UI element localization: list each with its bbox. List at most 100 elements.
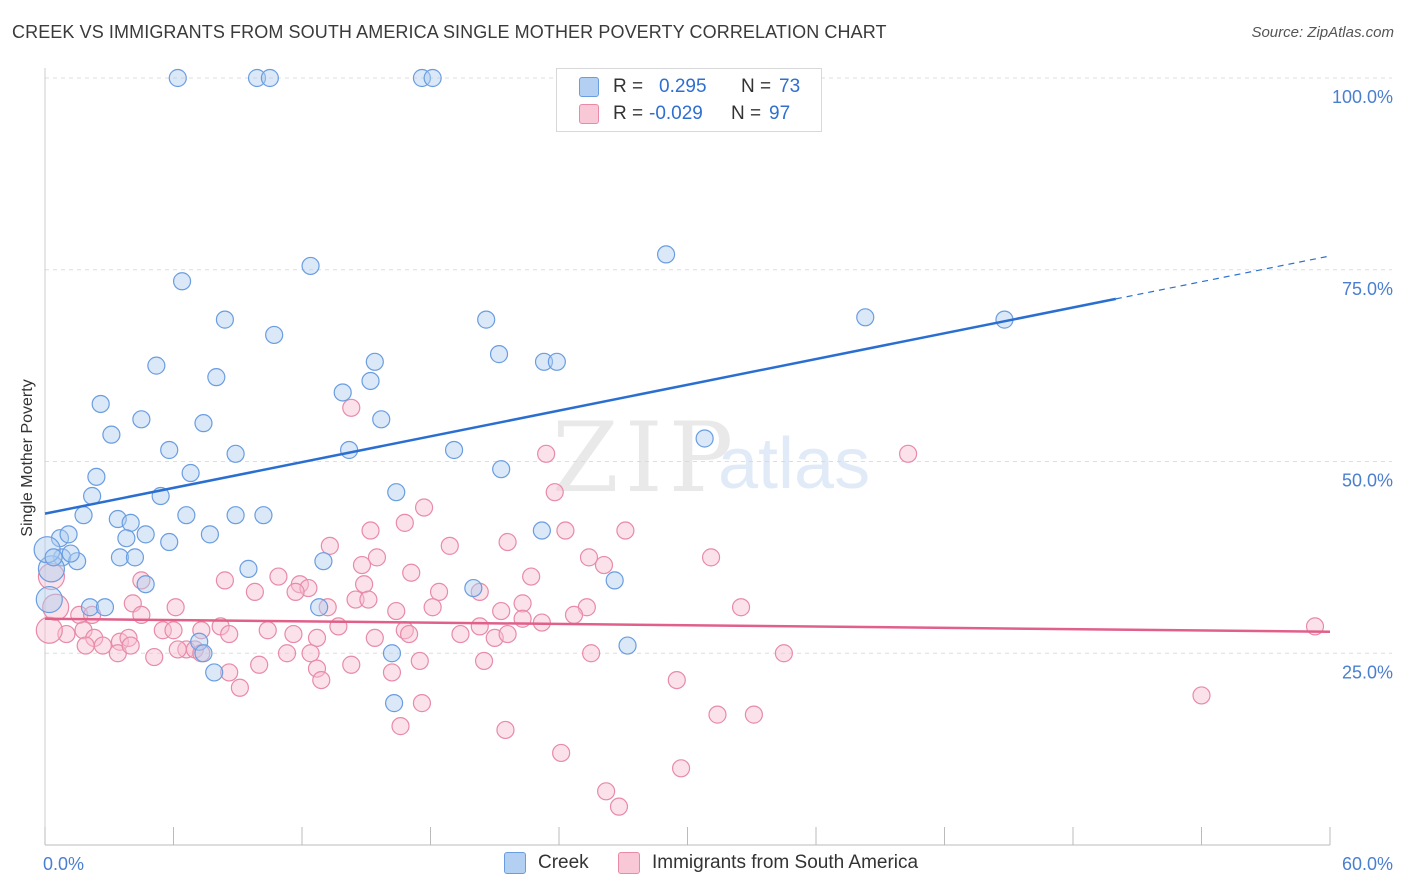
immigrants-point — [498, 532, 517, 552]
creek-point — [205, 663, 224, 682]
creek-point — [361, 371, 380, 391]
immigrants-point — [35, 616, 63, 644]
creek-n-label: N = — [741, 76, 772, 97]
immigrants-point — [269, 567, 288, 586]
immigrants-point — [76, 636, 95, 655]
immigrants-points — [35, 398, 1325, 816]
immigrants-point — [382, 663, 402, 682]
immigrants-point — [342, 655, 361, 674]
watermark-zip: ZIP — [552, 402, 739, 514]
immigrants-point — [312, 670, 331, 690]
series-legend-creek: Creek — [504, 852, 589, 874]
creek-point — [387, 483, 406, 502]
immigrants-point — [429, 582, 449, 601]
creek-point — [74, 506, 93, 525]
immigrants-point — [671, 759, 691, 778]
immigrants-point — [556, 521, 575, 540]
creek-point — [444, 440, 464, 460]
creek-point — [412, 68, 432, 88]
creek-r-label: R = — [613, 76, 644, 97]
creek-point — [477, 310, 496, 329]
creek-point — [314, 552, 333, 571]
immigrants-point — [731, 598, 751, 617]
immigrants-point — [552, 743, 571, 763]
immigrants-point — [258, 621, 277, 640]
immigrants-point — [230, 678, 249, 697]
immigrants-point — [898, 444, 918, 463]
creek-point — [384, 694, 404, 713]
creek-point — [226, 506, 245, 525]
legend-row-immigrants: R = -0.029 N = 97 — [579, 101, 790, 127]
creek-point — [464, 578, 483, 598]
x-tick-label-max: 60.0% — [1342, 854, 1393, 874]
creek-point — [132, 410, 151, 429]
immigrants-point — [774, 644, 793, 663]
immigrants-point — [277, 644, 297, 663]
immigrants-point — [346, 590, 365, 609]
immigrants-point — [286, 582, 305, 601]
creek-point — [547, 352, 566, 371]
creek-swatch — [579, 77, 599, 97]
creek-point — [301, 256, 320, 276]
immigrants-point — [470, 617, 489, 636]
y-tick-label: 100.0% — [1332, 87, 1393, 107]
creek-point — [147, 356, 166, 375]
gridlines — [45, 77, 1392, 654]
creek-point — [190, 632, 209, 651]
immigrants-point — [301, 644, 320, 663]
immigrants-point — [168, 640, 187, 659]
creek-point — [168, 68, 187, 88]
creek-point — [310, 598, 329, 617]
immigrants-point — [220, 663, 239, 682]
y-tick-label: 50.0% — [1342, 471, 1393, 491]
creek-point — [605, 571, 624, 590]
immigrants-point — [513, 594, 532, 613]
legend-row-creek: R = 0.295 N = 73 — [579, 74, 800, 100]
immigrants-point — [412, 694, 432, 713]
creek-trend-line — [44, 297, 1117, 515]
immigrants-point — [399, 624, 419, 644]
chart-title: CREEK VS IMMIGRANTS FROM SOUTH AMERICA S… — [12, 22, 887, 42]
immigrants-point — [609, 797, 629, 816]
creek-point — [87, 467, 106, 486]
creek-point — [61, 544, 80, 563]
immigrants-point — [361, 521, 380, 540]
creek-point — [91, 394, 110, 414]
creek-point — [215, 310, 234, 329]
immigrants-point — [597, 782, 616, 801]
creek-legend-label: Creek — [538, 852, 589, 873]
immigrants-point — [215, 571, 234, 590]
immigrants-point — [402, 563, 421, 582]
creek-point — [194, 414, 213, 433]
creek-points — [33, 68, 1014, 713]
immigrants-point — [545, 483, 564, 502]
creek-point — [372, 410, 391, 429]
immigrants-point — [250, 655, 269, 674]
immigrants-point — [492, 601, 511, 621]
creek-point — [656, 245, 676, 264]
creek-point — [121, 513, 140, 532]
immigrants-point — [367, 548, 387, 567]
immigrants-point — [410, 651, 429, 671]
creek-point — [136, 575, 155, 594]
immigrants-n-label: N = — [731, 103, 762, 124]
immigrants-point — [451, 624, 470, 644]
immigrants-point — [1192, 686, 1211, 705]
y-tick-label: 25.0% — [1342, 662, 1393, 682]
immigrants-point — [320, 536, 339, 555]
immigrants-point — [667, 670, 686, 690]
immigrants-trend-line — [44, 617, 1331, 634]
immigrants-point — [121, 636, 140, 655]
creek-point — [102, 425, 121, 444]
creek-point — [80, 598, 100, 617]
x-tick-label-min: 0.0% — [43, 854, 84, 874]
creek-point — [695, 429, 714, 448]
creek-point — [239, 559, 258, 578]
y-tick-label: 75.0% — [1342, 279, 1393, 299]
creek-point — [59, 525, 78, 544]
creek-point — [618, 636, 637, 655]
immigrants-point — [744, 705, 763, 724]
immigrants-point — [414, 498, 434, 517]
immigrants-point — [387, 601, 406, 621]
